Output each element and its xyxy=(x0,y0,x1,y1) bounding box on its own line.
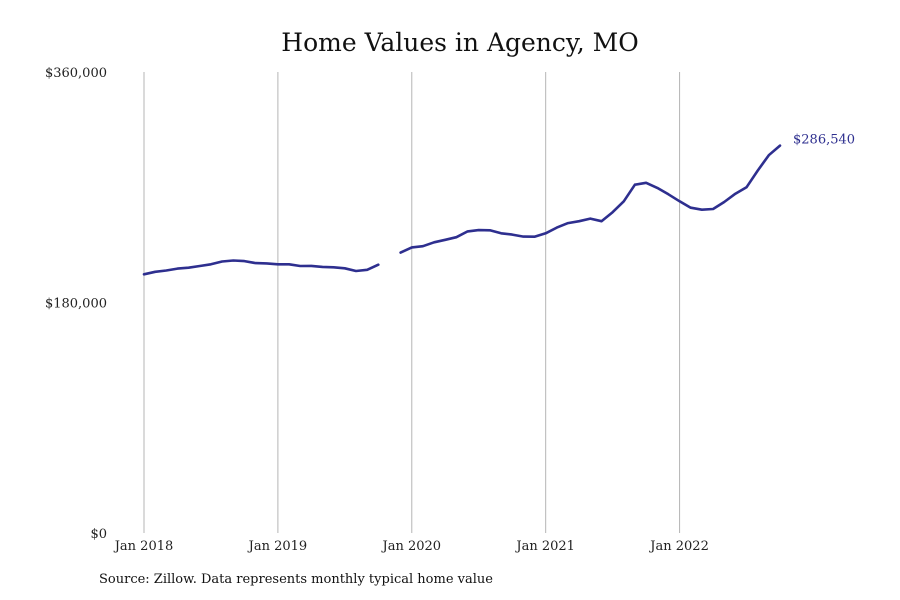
chart-title: Home Values in Agency, MO xyxy=(281,28,638,57)
x-tick-label-1: Jan 2019 xyxy=(247,539,308,554)
x-axis-ticks: Jan 2018 Jan 2019 Jan 2020 Jan 2021 Jan 2022 xyxy=(113,539,709,554)
x-tick-label-0: Jan 2018 xyxy=(113,539,174,554)
x-tick-label-4: Jan 2022 xyxy=(648,539,709,554)
x-tick-label-3: Jan 2021 xyxy=(514,539,575,554)
y-tick-label-1: $180,000 xyxy=(45,297,107,312)
vertical-gridlines xyxy=(143,72,681,533)
series-line-segment-0-0 xyxy=(142,259,380,276)
end-value-label: $286,540 xyxy=(793,133,855,148)
source-note: Source: Zillow. Data represents monthly … xyxy=(99,572,493,587)
series-lines xyxy=(142,144,782,276)
y-tick-label-0: $0 xyxy=(90,527,107,542)
y-axis-ticks: $0 $180,000 $360,000 xyxy=(45,66,107,542)
series-line-segment-0-1 xyxy=(399,144,782,254)
x-tick-label-2: Jan 2020 xyxy=(381,539,442,554)
y-tick-label-2: $360,000 xyxy=(45,66,107,81)
